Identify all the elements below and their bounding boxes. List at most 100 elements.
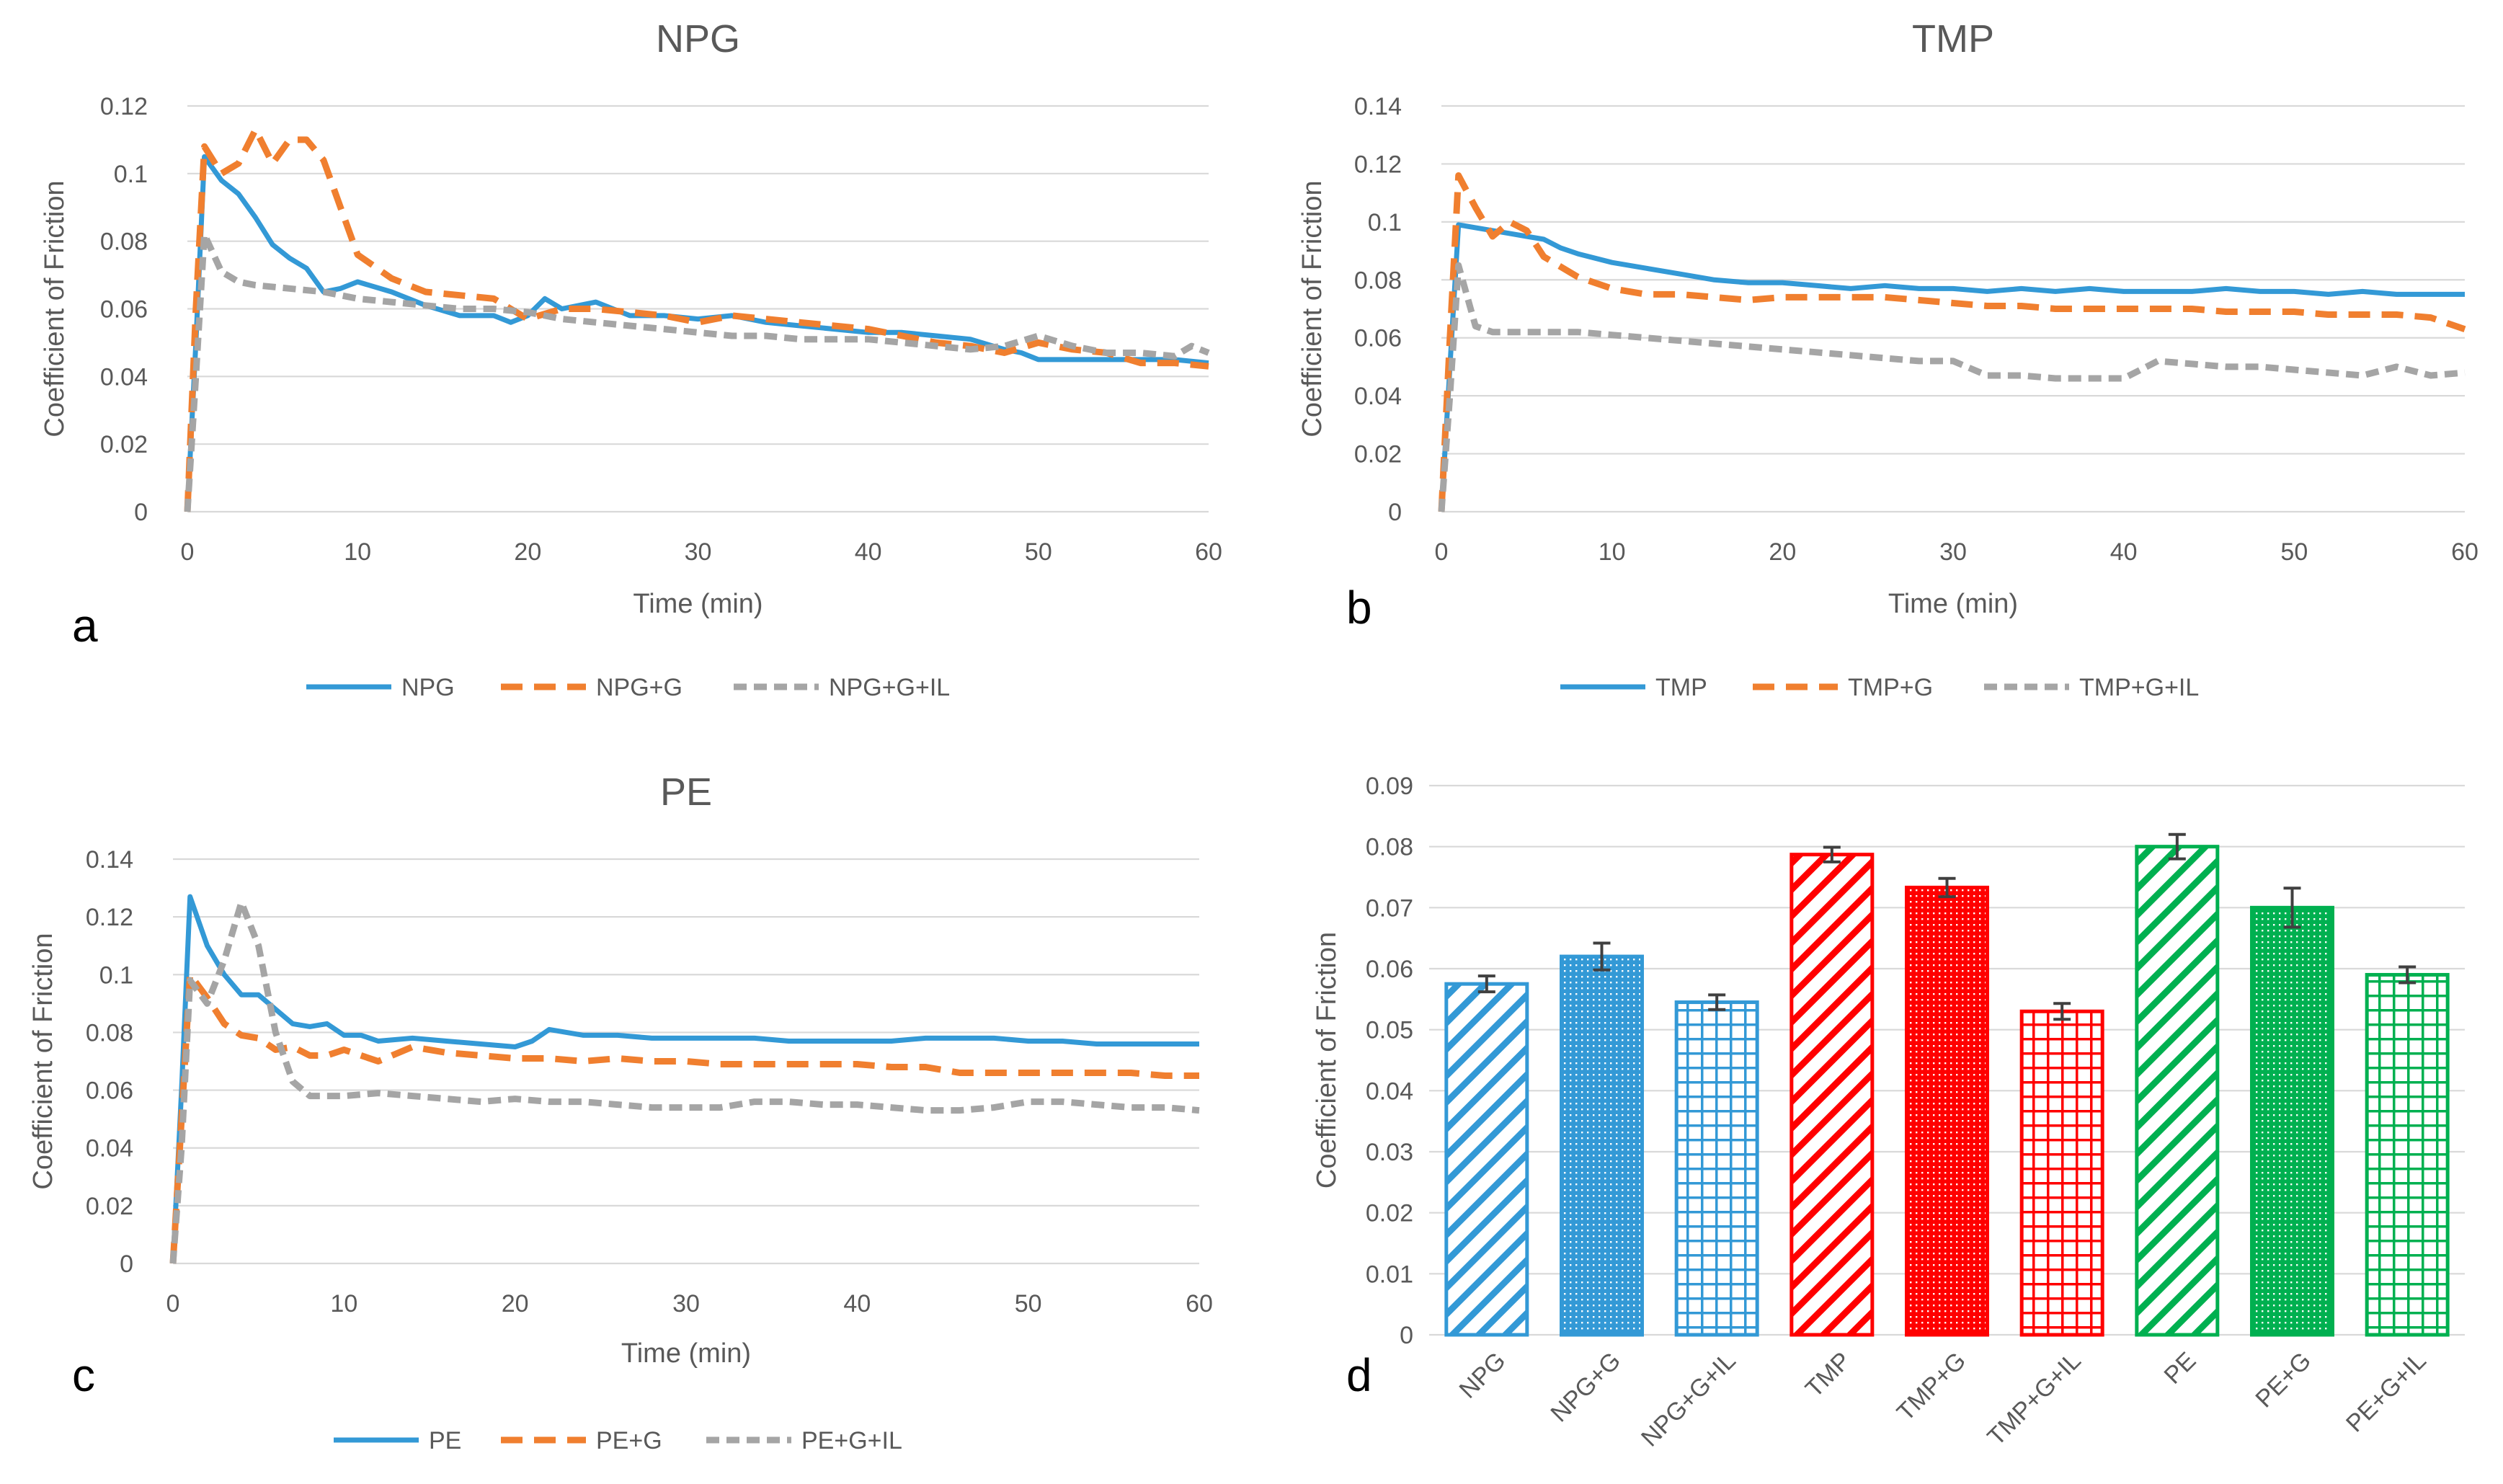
x-tick-label: 60	[1195, 538, 1222, 566]
y-tick-label: 0.06	[1354, 325, 1402, 352]
chart-tmp: TMP 0 0.02 0.04 0.06 0.08 0.1 0.12 0.14 0 10 20 30 40…	[1297, 17, 2478, 701]
chart-title: TMP	[1912, 17, 1994, 61]
chart-title: PE	[660, 770, 712, 814]
y-tick-label: 0.12	[100, 93, 148, 120]
bar-tmp-g-il	[2019, 1009, 2104, 1337]
x-tick-label: 60	[2451, 538, 2478, 566]
legend-label: PE+G+IL	[801, 1427, 902, 1454]
y-tick-label: 0.04	[1354, 383, 1402, 410]
x-tick-label: 40	[843, 1290, 871, 1318]
x-tick-label: 40	[855, 538, 882, 566]
x-tick-label: 0	[1435, 538, 1449, 566]
bar-pe-g-il	[2365, 972, 2450, 1337]
legend-label: PE+G	[596, 1427, 662, 1454]
x-tick-label: NPG+G	[1545, 1347, 1626, 1428]
legend-label: NPG+G	[596, 674, 683, 701]
y-tick-label: 0.1	[1368, 209, 1402, 236]
y-tick-label: 0	[1388, 499, 1402, 526]
chart-pe: PE 0 0.02 0.04 0.06 0.08 0.1 0.12 0.14 0 10 20 30 40 5…	[28, 770, 1213, 1454]
y-tick-label: 0.12	[86, 904, 133, 931]
y-tick-label: 0.14	[86, 846, 133, 874]
bar-npg-g	[1560, 954, 1644, 1337]
y-tick-label: 0.08	[100, 228, 148, 256]
bar-npg	[1444, 982, 1529, 1337]
y-axis-title: Coefficient of Friction	[1312, 932, 1342, 1188]
y-tick-label: 0.04	[100, 363, 148, 391]
y-axis-title: Coefficient of Friction	[28, 933, 58, 1189]
bar-tmp	[1790, 853, 1875, 1337]
x-tick-label: TMP	[1800, 1347, 1857, 1403]
x-tick-label: 20	[514, 538, 541, 566]
y-tick-label: 0.08	[1354, 267, 1402, 294]
x-tick-label: PE+G	[2250, 1347, 2316, 1413]
series-line-npg-g	[184, 126, 1209, 512]
chart-npg: NPG 0 0.02 0.04 0.06 0.08 0.1 0.12 0 10 20 30 40 50 60…	[40, 17, 1222, 701]
x-axis-title: Time (min)	[621, 1338, 751, 1369]
x-tick-label: TMP+G	[1892, 1347, 1971, 1426]
x-tick-label: NPG+G+IL	[1636, 1347, 1741, 1452]
panel-label-c: c	[72, 1349, 95, 1401]
x-tick-label: 30	[672, 1290, 700, 1318]
x-tick-label: 20	[502, 1290, 529, 1318]
y-tick-label: 0.14	[1354, 93, 1402, 120]
y-tick-label: 0.02	[1366, 1200, 1413, 1227]
x-tick-label: 20	[1769, 538, 1796, 566]
panel-label-a: a	[72, 600, 98, 652]
chart-bar-summary: 0 0.01 0.02 0.03 0.04 0.05 0.06 0.07 0.08 0.09 Coe…	[1312, 773, 2465, 1452]
y-tick-label: 0.09	[1366, 773, 1413, 800]
series-line-tmp-g-il	[1438, 262, 2466, 512]
y-tick-label: 0.06	[100, 296, 148, 324]
x-tick-label: PE+G+IL	[2341, 1347, 2432, 1438]
bar-pe	[2135, 845, 2220, 1337]
y-tick-label: 0.1	[99, 961, 133, 989]
bar-npg-g-il	[1674, 1000, 1759, 1337]
y-axis-title: Coefficient of Friction	[1297, 180, 1328, 437]
y-tick-label: 0	[134, 499, 148, 526]
legend-label: PE	[429, 1427, 461, 1454]
x-tick-label: 10	[330, 1290, 357, 1318]
y-tick-label: 0	[1400, 1322, 1413, 1349]
bar-tmp-g	[1905, 885, 1989, 1337]
x-tick-label: 0	[181, 538, 195, 566]
series-line-pe	[170, 894, 1199, 1264]
y-tick-label: 0.05	[1366, 1017, 1413, 1044]
x-tick-label: 60	[1186, 1290, 1213, 1318]
legend-label: NPG	[401, 674, 455, 701]
y-tick-label: 0.02	[100, 431, 148, 458]
x-tick-label: 50	[1025, 538, 1052, 566]
y-axis-title: Coefficient of Friction	[40, 180, 70, 437]
x-tick-label: 40	[2110, 538, 2138, 566]
x-axis-title: Time (min)	[1888, 589, 2018, 619]
x-tick-label: PE	[2159, 1347, 2202, 1390]
x-axis-title: Time (min)	[633, 589, 763, 619]
x-tick-label: 50	[2280, 538, 2308, 566]
y-tick-label: 0.04	[86, 1135, 133, 1163]
panel-label-d: d	[1346, 1349, 1372, 1401]
legend-label: TMP+G+IL	[2079, 674, 2199, 701]
y-tick-label: 0.07	[1366, 894, 1413, 922]
x-tick-label: 0	[166, 1290, 180, 1318]
bar-pe-g	[2250, 905, 2334, 1337]
x-tick-label: 30	[1939, 538, 1967, 566]
legend-label: TMP+G	[1848, 674, 1933, 701]
y-tick-label: 0.02	[1354, 441, 1402, 468]
x-tick-label: TMP+G+IL	[1982, 1347, 2086, 1451]
x-tick-label: NPG	[1454, 1347, 1511, 1404]
series-line-tmp-g	[1438, 172, 2466, 512]
x-tick-label: 10	[1599, 538, 1626, 566]
legend-label: NPG+G+IL	[829, 674, 950, 701]
chart-title: NPG	[656, 17, 740, 61]
y-tick-label: 0.03	[1366, 1139, 1413, 1166]
series-line-npg	[184, 154, 1209, 512]
y-tick-label: 0.01	[1366, 1261, 1413, 1288]
x-tick-label: 50	[1015, 1290, 1042, 1318]
y-tick-label: 0.1	[114, 161, 148, 188]
y-tick-label: 0.02	[86, 1193, 133, 1220]
y-tick-label: 0	[120, 1250, 133, 1278]
legend-label: TMP	[1655, 674, 1707, 701]
series-line-pe-g-il	[169, 899, 1200, 1264]
series-line-npg-g-il	[184, 231, 1210, 512]
y-tick-label: 0.06	[86, 1078, 133, 1105]
x-tick-label: 30	[685, 538, 712, 566]
panel-label-b: b	[1346, 582, 1372, 634]
